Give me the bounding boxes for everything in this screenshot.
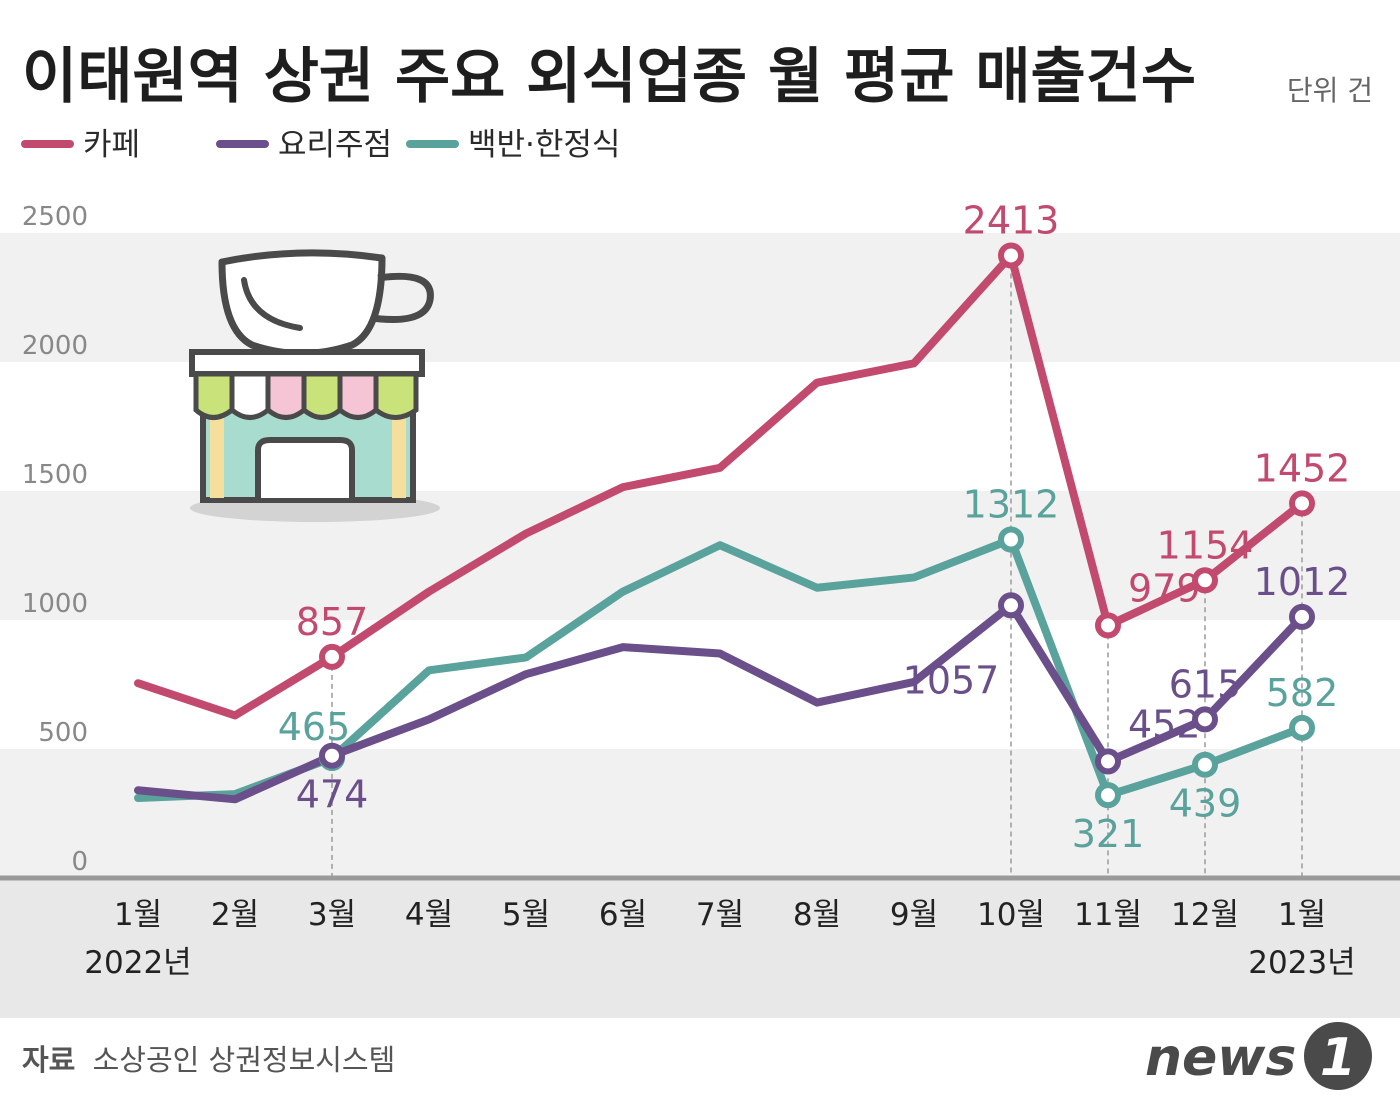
- y-axis: 0 500 1000 1500 2000 2500: [22, 202, 88, 877]
- data-label-korean: 582: [1266, 671, 1339, 715]
- x-tick-label: 4월: [405, 897, 453, 933]
- data-label-restaurant: 615: [1169, 662, 1242, 706]
- data-point-restaurant: [998, 592, 1024, 619]
- x-year-label: 2023년: [1248, 945, 1355, 981]
- data-point-restaurant: [1289, 603, 1315, 630]
- news1-logo: news 1: [1145, 1022, 1372, 1090]
- data-label-korean: 321: [1072, 812, 1145, 856]
- x-tick-label: 3월: [308, 897, 356, 933]
- x-tick-label: 9월: [890, 897, 938, 933]
- y-tick-label: 1500: [22, 460, 88, 490]
- data-label-restaurant: 452: [1128, 702, 1201, 746]
- grid-band: [0, 233, 1400, 362]
- y-tick-label: 2000: [22, 331, 88, 361]
- x-tick-label: 5월: [502, 897, 550, 933]
- data-point-cafe: [998, 242, 1024, 269]
- data-label-restaurant: 1012: [1254, 560, 1351, 604]
- coffee-shop-icon: [189, 249, 440, 522]
- y-tick-label: 1000: [22, 589, 88, 619]
- data-label-cafe: 857: [296, 600, 369, 644]
- data-point-korean: [1289, 714, 1315, 741]
- data-label-restaurant: 1057: [903, 658, 1000, 702]
- x-tick-label: 1월: [114, 897, 162, 933]
- logo-mark: 1: [1320, 1028, 1356, 1088]
- logo-text: news: [1145, 1028, 1296, 1088]
- data-point-cafe: [1192, 567, 1218, 594]
- x-tick-label: 7월: [696, 897, 744, 933]
- y-tick-label: 2500: [22, 202, 88, 232]
- data-point-korean: [1192, 751, 1218, 778]
- data-point-restaurant: [319, 742, 345, 769]
- data-point-restaurant: [1095, 748, 1121, 775]
- x-tick-label: 1월: [1278, 897, 1326, 933]
- data-label-cafe: 1154: [1157, 523, 1254, 567]
- x-tick-label: 8월: [793, 897, 841, 933]
- legend-label: 요리주점: [278, 127, 392, 163]
- x-year-label: 2022년: [84, 945, 191, 981]
- y-tick-label: 500: [38, 718, 88, 748]
- source-text: 소상공인 상권정보시스템: [93, 1043, 396, 1077]
- data-point-restaurant: [1192, 706, 1218, 733]
- data-label-korean: 465: [278, 705, 351, 749]
- legend: 카페 요리주점 백반·한정식: [21, 127, 620, 163]
- data-point-cafe: [319, 643, 345, 670]
- source-line: 자료 소상공인 상권정보시스템: [22, 1043, 395, 1077]
- data-point-cafe: [1289, 490, 1315, 517]
- page-title: 이태원역 상권 주요 외식업종 월 평균 매출건수: [22, 42, 1196, 112]
- y-tick-label: 0: [71, 847, 88, 877]
- x-tick-label: 2월: [211, 897, 259, 933]
- x-tick-label: 11월: [1074, 897, 1142, 933]
- x-tick-label: 10월: [977, 897, 1045, 933]
- data-label-cafe: 2413: [963, 198, 1060, 242]
- data-label-korean: 1312: [963, 483, 1060, 527]
- data-point-korean: [1095, 782, 1121, 809]
- data-label-cafe: 1452: [1254, 446, 1351, 490]
- x-tick-label: 12월: [1171, 897, 1239, 933]
- series-markers: [319, 242, 1315, 809]
- unit-label: 단위 건: [1287, 74, 1373, 107]
- data-label-cafe: 979: [1128, 566, 1201, 610]
- source-label: 자료: [22, 1043, 75, 1077]
- legend-label: 카페: [83, 127, 140, 163]
- data-label-restaurant: 474: [296, 773, 369, 817]
- x-tick-label: 6월: [599, 897, 647, 933]
- data-label-korean: 439: [1169, 782, 1242, 826]
- legend-label: 백반·한정식: [468, 127, 620, 163]
- x-axis-band: [0, 878, 1400, 1018]
- x-axis: 1월 2월 3월 4월 5월 6월 7월 8월 9월 10월 11월 12월 1월 2022년 2023년: [84, 897, 1355, 981]
- data-point-cafe: [1095, 612, 1121, 639]
- data-point-korean: [998, 526, 1024, 553]
- grid-band: [0, 749, 1400, 878]
